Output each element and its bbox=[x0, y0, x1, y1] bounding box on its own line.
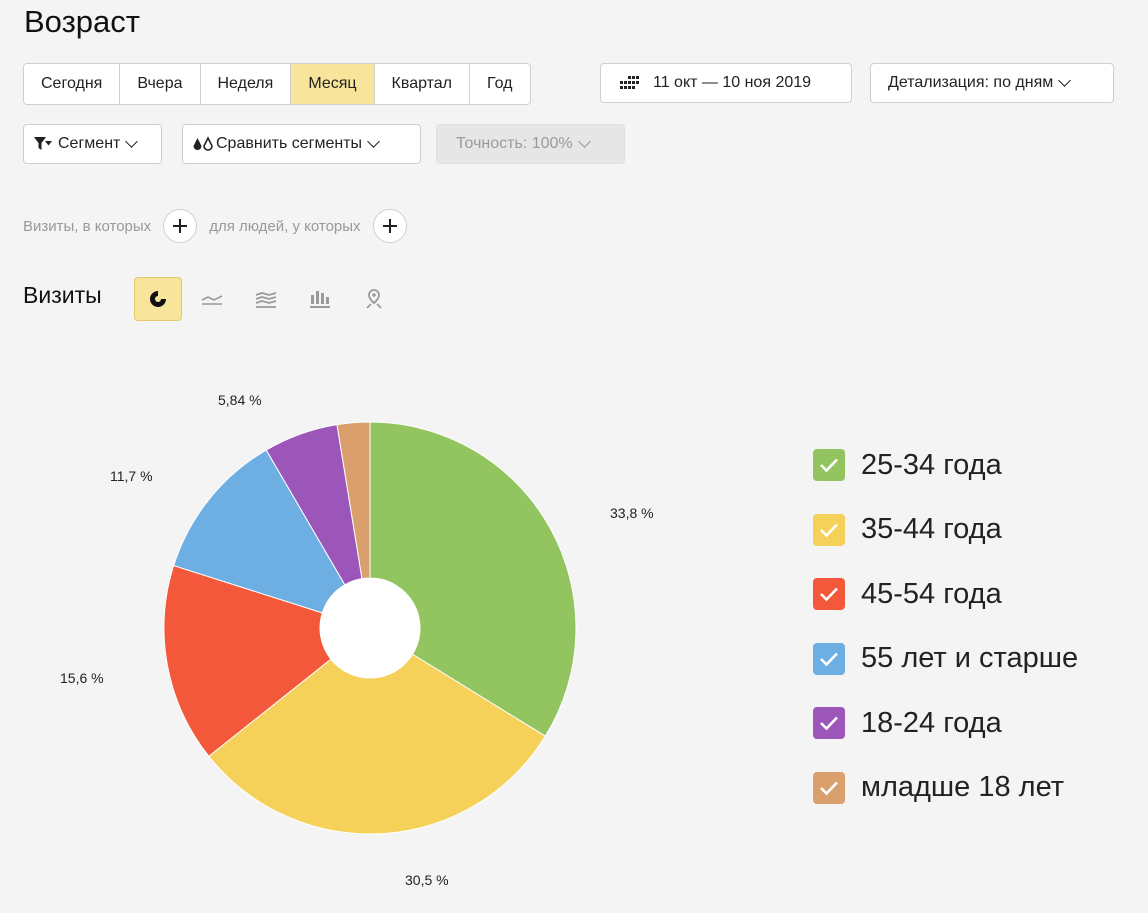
calendar-icon bbox=[620, 76, 639, 89]
period-selector: Сегодня Вчера Неделя Месяц Квартал Год bbox=[23, 63, 531, 105]
date-range-picker[interactable]: 11 окт — 10 ноя 2019 bbox=[600, 63, 852, 103]
filter-icon bbox=[34, 137, 52, 150]
pie-chart bbox=[163, 421, 577, 835]
chart-type-switcher bbox=[134, 277, 398, 321]
legend-item[interactable]: 25-34 года bbox=[813, 433, 1078, 498]
chevron-down-icon bbox=[1058, 74, 1072, 87]
check-icon bbox=[820, 587, 838, 602]
chart-legend: 25-34 года 35-44 года 45-54 года 55 лет и с… bbox=[813, 433, 1078, 820]
period-button[interactable]: Год bbox=[487, 75, 513, 92]
area-chart-view-button[interactable] bbox=[242, 277, 290, 321]
period-button[interactable]: Неделя bbox=[201, 64, 292, 104]
date-range-label: 11 окт — 10 ноя 2019 bbox=[653, 74, 812, 91]
pie-slice-label: 30,5 % bbox=[405, 872, 449, 888]
legend-item[interactable]: 18-24 года bbox=[813, 691, 1078, 756]
compare-segments-dropdown[interactable]: Сравнить сегменты bbox=[182, 124, 421, 164]
check-icon bbox=[820, 781, 838, 796]
add-people-filter-button[interactable] bbox=[372, 209, 407, 243]
pie-chart-icon bbox=[150, 290, 167, 307]
period-button[interactable]: Месяц bbox=[291, 64, 375, 104]
pie-slice-label: 33,8 % bbox=[610, 505, 654, 521]
pie-slice-label: 15,6 % bbox=[60, 670, 104, 686]
legend-label: 35-44 года bbox=[861, 513, 1002, 546]
compare-segments-icon bbox=[193, 136, 213, 151]
metric-title: Визиты bbox=[23, 282, 102, 308]
compare-label: Сравнить сегменты bbox=[216, 135, 363, 152]
chevron-down-icon bbox=[367, 135, 380, 148]
legend-item[interactable]: младше 18 лет bbox=[813, 756, 1078, 821]
check-icon bbox=[820, 652, 838, 667]
legend-label: 45-54 года bbox=[861, 577, 1002, 610]
legend-checkbox[interactable] bbox=[813, 578, 845, 611]
segment-dropdown[interactable]: Сегмент bbox=[23, 124, 162, 164]
detail-label: Детализация: по дням bbox=[888, 74, 1054, 91]
legend-checkbox[interactable] bbox=[813, 707, 845, 740]
period-button[interactable]: Квартал bbox=[375, 64, 471, 104]
bar-chart-view-button[interactable] bbox=[296, 277, 344, 321]
filter-bar: Визиты, в которых для людей, у которых bbox=[23, 208, 419, 244]
period-button[interactable]: Вчера bbox=[120, 64, 201, 104]
line-chart-view-button[interactable] bbox=[188, 277, 236, 321]
accuracy-label: Точность: 100% bbox=[456, 135, 573, 152]
bar-chart-icon bbox=[310, 291, 330, 308]
plus-icon bbox=[382, 219, 397, 233]
check-icon bbox=[820, 523, 838, 538]
chevron-down-icon bbox=[125, 135, 139, 148]
legend-label: 55 лет и старше bbox=[861, 642, 1079, 675]
legend-item[interactable]: 55 лет и старше bbox=[813, 627, 1078, 692]
legend-label: 25-34 года bbox=[861, 448, 1002, 481]
line-chart-icon bbox=[201, 295, 223, 305]
visits-filter-label: Визиты, в которых bbox=[23, 217, 152, 235]
period-button[interactable]: Сегодня bbox=[24, 64, 121, 104]
legend-label: 18-24 года bbox=[861, 706, 1002, 739]
page-title: Возраст bbox=[24, 4, 140, 39]
people-filter-label: для людей, у которых bbox=[209, 217, 361, 235]
legend-checkbox[interactable] bbox=[813, 513, 845, 546]
legend-checkbox[interactable] bbox=[813, 642, 845, 675]
map-pin-icon bbox=[366, 289, 382, 309]
legend-checkbox[interactable] bbox=[813, 449, 845, 482]
pie-slice-label: 5,84 % bbox=[218, 392, 262, 408]
chevron-down-icon bbox=[577, 135, 591, 148]
detail-dropdown[interactable]: Детализация: по дням bbox=[870, 63, 1114, 103]
donut-hole bbox=[320, 578, 420, 678]
legend-item[interactable]: 45-54 года bbox=[813, 562, 1078, 627]
segment-label: Сегмент bbox=[58, 135, 121, 152]
pie-chart-view-button[interactable] bbox=[134, 277, 182, 321]
pie-slice-label: 11,7 % bbox=[110, 468, 153, 484]
add-visit-filter-button[interactable] bbox=[163, 209, 198, 243]
legend-checkbox[interactable] bbox=[813, 771, 845, 804]
check-icon bbox=[820, 458, 838, 473]
legend-item[interactable]: 35-44 года bbox=[813, 498, 1078, 563]
map-view-button[interactable] bbox=[350, 277, 398, 321]
plus-icon bbox=[173, 219, 188, 233]
accuracy-dropdown: Точность: 100% bbox=[436, 124, 625, 164]
check-icon bbox=[820, 716, 838, 731]
legend-label: младше 18 лет bbox=[861, 771, 1065, 804]
area-chart-icon bbox=[255, 292, 277, 308]
